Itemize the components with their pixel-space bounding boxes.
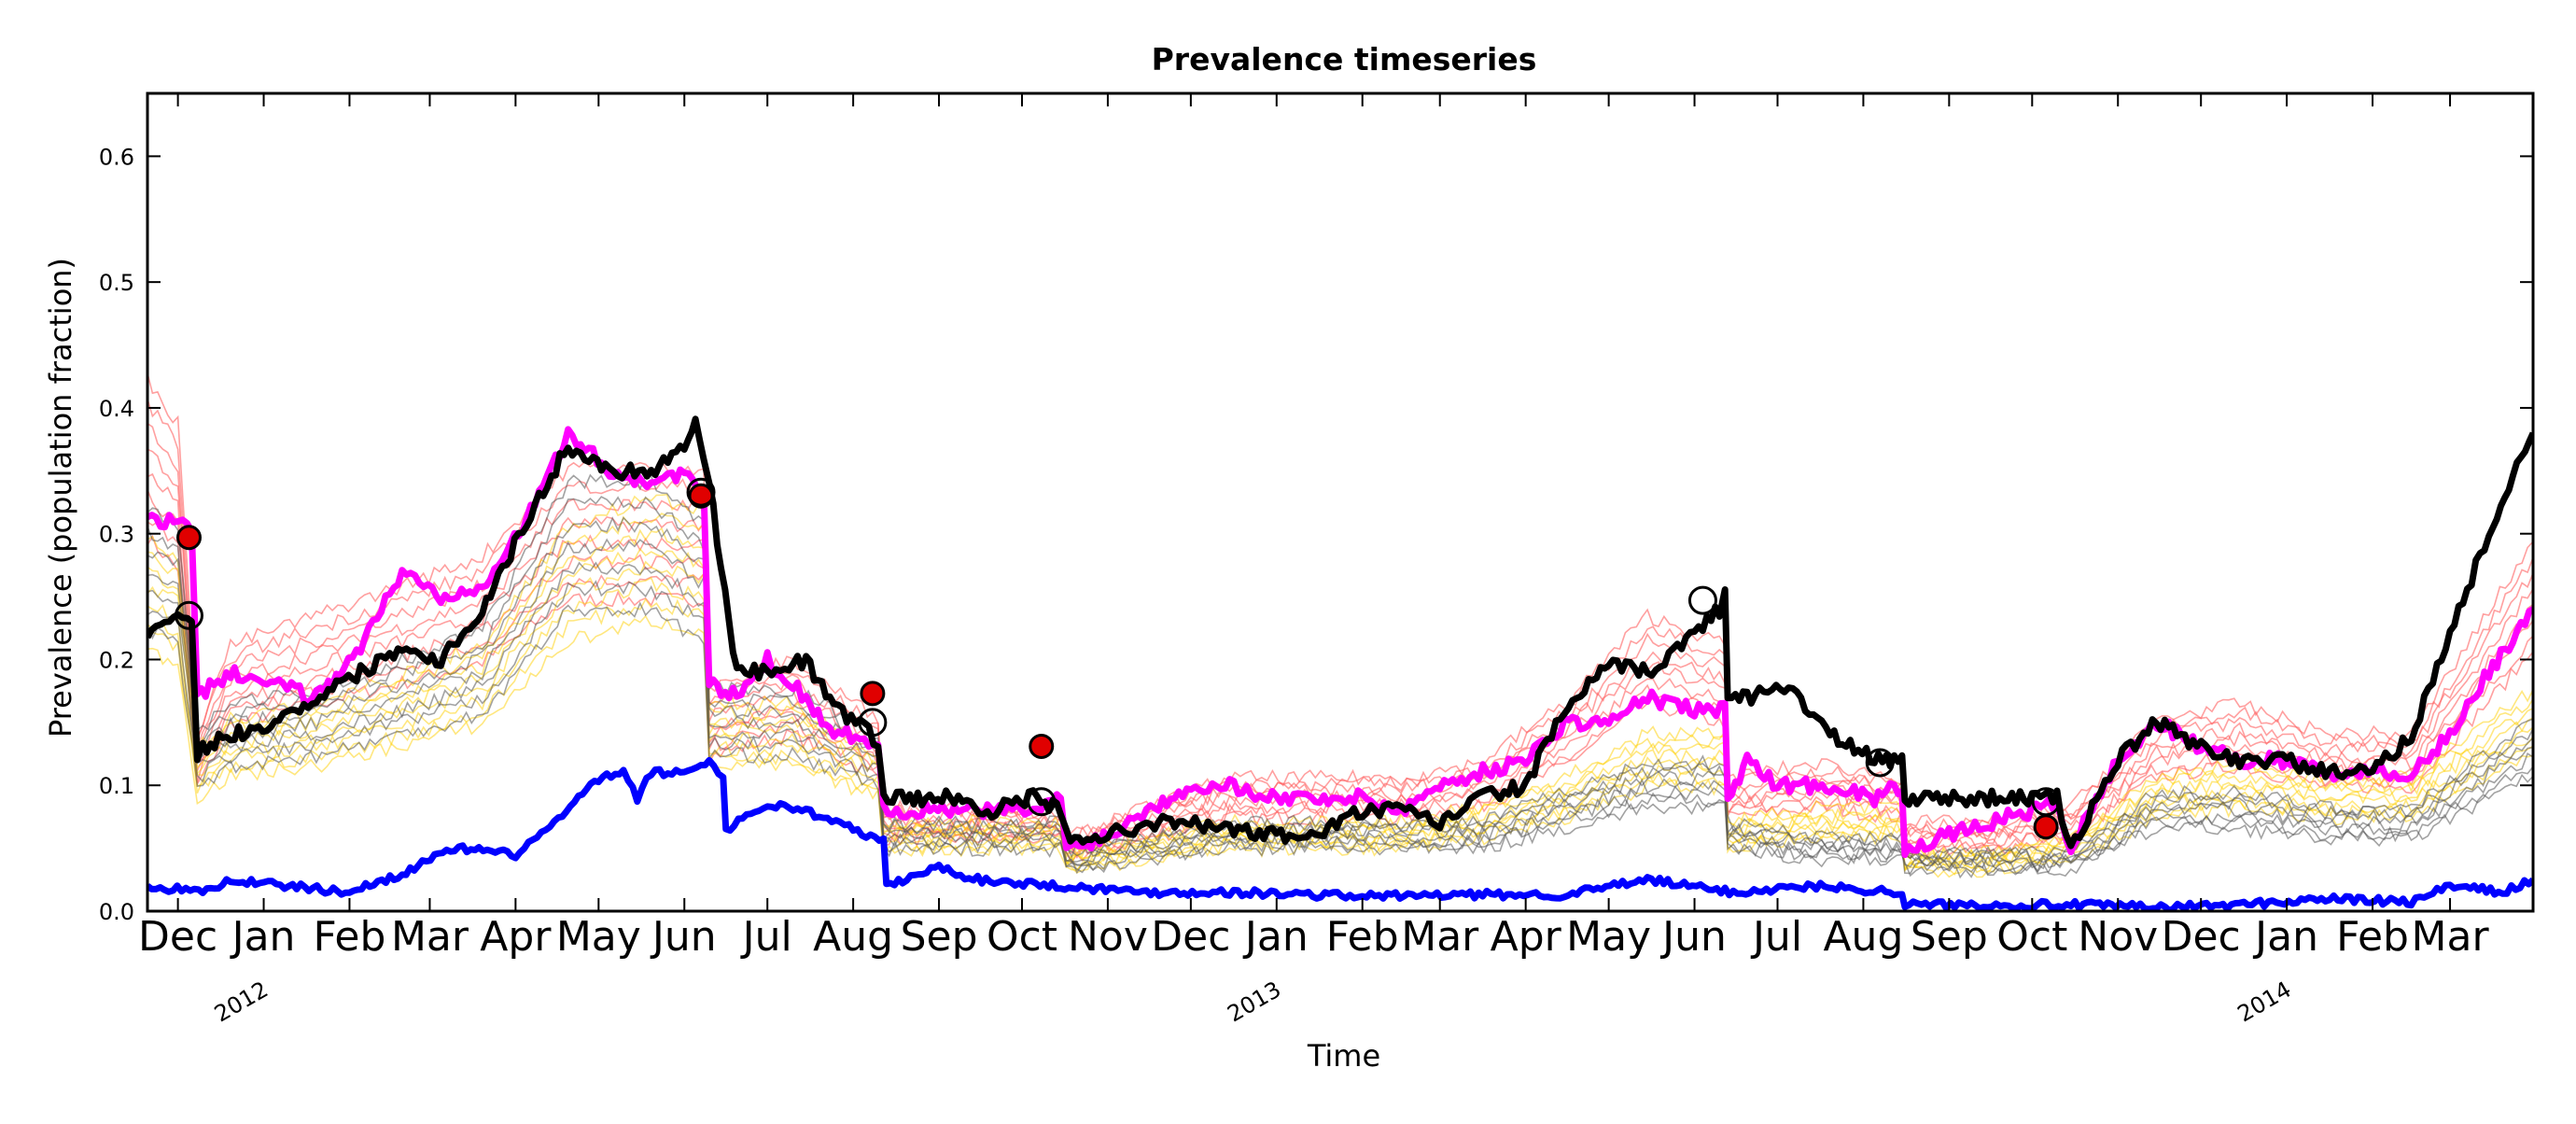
x-tick-label: Dec bbox=[2162, 913, 2241, 961]
x-tick-label: Jul bbox=[1750, 913, 1802, 961]
x-tick-label: Aug bbox=[813, 913, 893, 961]
x-tick-label: Oct bbox=[987, 913, 1057, 961]
ensemble-line bbox=[147, 576, 2533, 873]
year-label: 2013 bbox=[1223, 976, 1285, 1028]
y-tick-label: 0.1 bbox=[99, 773, 134, 799]
y-tick-label: 0.3 bbox=[99, 522, 134, 548]
x-tick-label: Nov bbox=[2078, 913, 2158, 961]
x-tick-label: Feb bbox=[314, 913, 386, 961]
y-axis-label: Prevalence (population fraction) bbox=[43, 258, 78, 738]
x-tick-label: Sep bbox=[901, 913, 978, 961]
ensemble-line bbox=[147, 521, 2533, 855]
x-tick-label: Jan bbox=[2252, 913, 2318, 961]
x-tick-label: Jan bbox=[1242, 913, 1309, 961]
y-tick-label: 0.5 bbox=[99, 270, 134, 296]
x-tick-label: Jun bbox=[650, 913, 717, 961]
x-tick-label: Apr bbox=[480, 913, 552, 961]
series-line bbox=[147, 426, 2533, 859]
ensemble-line bbox=[147, 527, 2533, 865]
hollow-marker bbox=[686, 477, 716, 507]
plot-frame bbox=[146, 91, 2535, 913]
year-label: 2014 bbox=[2233, 976, 2296, 1028]
hollow-marker bbox=[858, 708, 888, 738]
x-tick-label: Mar bbox=[1401, 913, 1479, 961]
hollow-marker bbox=[1687, 585, 1717, 615]
x-tick-label: Dec bbox=[1151, 913, 1230, 961]
observation-marker bbox=[175, 525, 202, 551]
x-tick-label: Apr bbox=[1491, 913, 1562, 961]
ensemble-line bbox=[147, 601, 2533, 879]
hollow-marker bbox=[2031, 787, 2061, 817]
x-tick-label: Jun bbox=[1659, 913, 1727, 961]
x-tick-label: Aug bbox=[1823, 913, 1903, 961]
x-axis-label: Time bbox=[1307, 1038, 1380, 1074]
x-tick-label: Feb bbox=[2336, 913, 2409, 961]
observation-marker bbox=[860, 681, 886, 707]
hollow-marker bbox=[174, 600, 203, 630]
ensemble-line bbox=[147, 398, 2533, 846]
ensemble-line bbox=[147, 614, 2533, 878]
observation-marker bbox=[2033, 814, 2059, 840]
x-tick-label: Feb bbox=[1326, 913, 1399, 961]
chart-title: Prevalence timeseries bbox=[1152, 41, 1537, 77]
series-line bbox=[147, 415, 2533, 850]
x-tick-label: May bbox=[556, 913, 641, 961]
x-tick-label: Jul bbox=[740, 913, 792, 961]
hollow-marker bbox=[1027, 787, 1057, 817]
hollow-marker bbox=[1865, 748, 1895, 778]
x-tick-label: Sep bbox=[1911, 913, 1988, 961]
ensemble-line bbox=[147, 448, 2533, 850]
ensemble-line bbox=[147, 516, 2533, 866]
series-line bbox=[147, 756, 2533, 911]
year-label: 2012 bbox=[210, 976, 273, 1028]
x-tick-label: May bbox=[1566, 913, 1651, 961]
x-tick-label: Mar bbox=[2412, 913, 2490, 961]
observation-marker bbox=[1029, 733, 1055, 759]
series-group bbox=[147, 372, 2533, 911]
x-tick-label: Oct bbox=[1996, 913, 2067, 961]
y-tick-label: 0.0 bbox=[99, 899, 134, 925]
x-tick-label: Mar bbox=[391, 913, 469, 961]
y-tick-label: 0.6 bbox=[99, 144, 134, 170]
x-tick-label: Jan bbox=[230, 913, 296, 961]
x-tick-label: Dec bbox=[138, 913, 217, 961]
y-tick-label: 0.2 bbox=[99, 647, 134, 673]
x-tick-label: Nov bbox=[1068, 913, 1148, 961]
y-tick-label: 0.4 bbox=[99, 396, 134, 422]
